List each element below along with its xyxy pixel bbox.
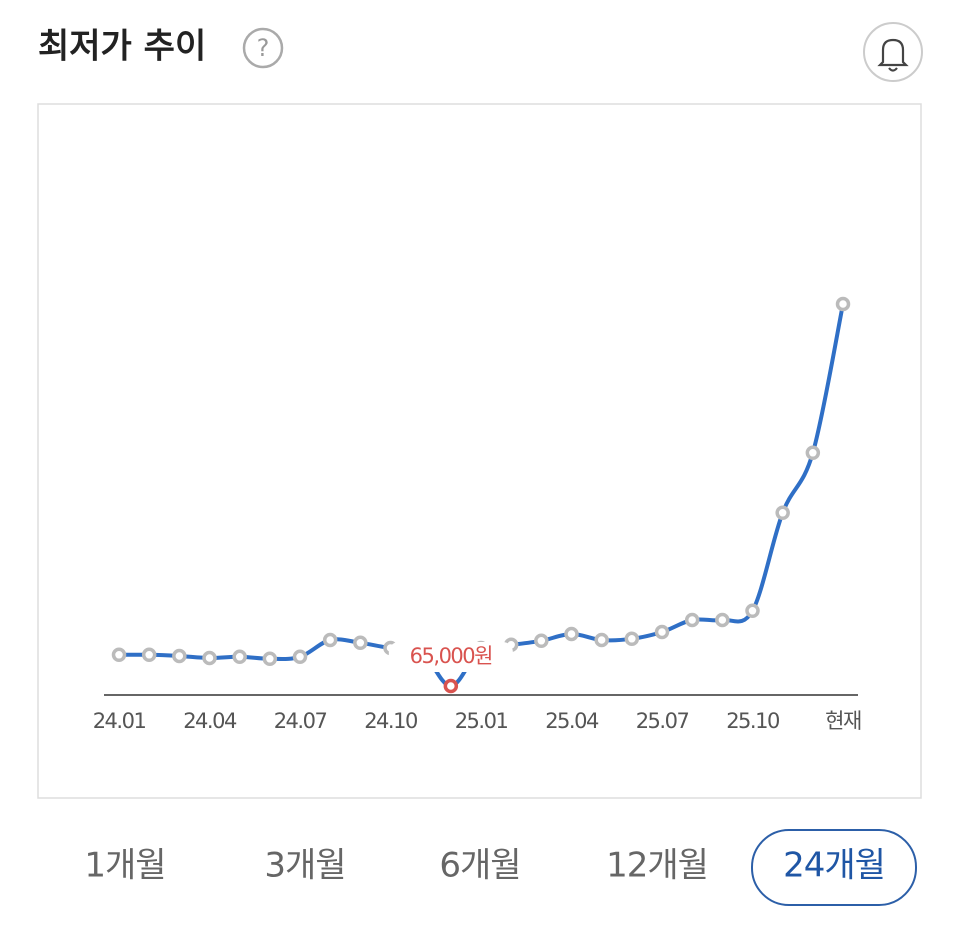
- x-tick-label: 25.07: [636, 709, 689, 733]
- point-marker: [624, 631, 640, 647]
- period-tab[interactable]: 12개월: [606, 846, 709, 886]
- period-tab[interactable]: 24개월: [783, 846, 886, 886]
- x-tick-label: 25.01: [455, 709, 508, 733]
- x-tick-label: 25.10: [726, 709, 779, 733]
- point-marker: [111, 647, 127, 663]
- point-marker: [353, 635, 368, 651]
- alarm-button[interactable]: [863, 22, 923, 82]
- point-marker: [262, 651, 278, 667]
- help-text: ?: [257, 34, 270, 62]
- point-marker: [835, 296, 851, 312]
- x-tick-label: 현재: [825, 709, 861, 733]
- point-marker: [745, 603, 760, 619]
- x-tick-label: 25.04: [545, 709, 599, 733]
- point-marker: [594, 632, 609, 648]
- chart-box: [37, 103, 922, 799]
- title: 최저가 추이: [38, 27, 206, 67]
- point-marker: [322, 632, 338, 648]
- min-price-label: 65,000원: [410, 644, 492, 668]
- point-marker: [172, 648, 187, 664]
- point-marker: [805, 445, 821, 461]
- point-marker: [292, 649, 308, 665]
- alarm-circle: [863, 22, 923, 82]
- point-marker: [564, 626, 579, 642]
- x-tick-label: 24.01: [93, 709, 146, 733]
- point-marker: [654, 624, 670, 640]
- period-tabs: 1개월 3개월 6개월 12개월 24개월: [84, 829, 917, 906]
- point-marker: [202, 650, 217, 666]
- x-tick-label: 24.04: [183, 709, 237, 733]
- label-background: [388, 642, 513, 672]
- point-marker: [775, 505, 790, 521]
- point-marker: [684, 612, 700, 628]
- point-marker: [715, 612, 730, 628]
- period-tab[interactable]: 1개월: [84, 846, 166, 886]
- point-marker: [232, 649, 247, 665]
- period-tab[interactable]: 3개월: [264, 846, 346, 886]
- x-tick-label: 24.10: [364, 709, 417, 733]
- selected-tab-pill: [751, 829, 917, 906]
- chart: 24.01 24.04 24.07 24.10 25.01 25.04 25.07 25.10…: [93, 296, 862, 733]
- point-marker: [141, 647, 157, 663]
- help-icon[interactable]: [242, 27, 284, 69]
- x-tick-label: 24.07: [274, 709, 327, 733]
- point-marker: [534, 633, 549, 649]
- period-tab[interactable]: 6개월: [439, 846, 521, 886]
- point-marker: [443, 678, 459, 694]
- bell-icon: [877, 38, 909, 72]
